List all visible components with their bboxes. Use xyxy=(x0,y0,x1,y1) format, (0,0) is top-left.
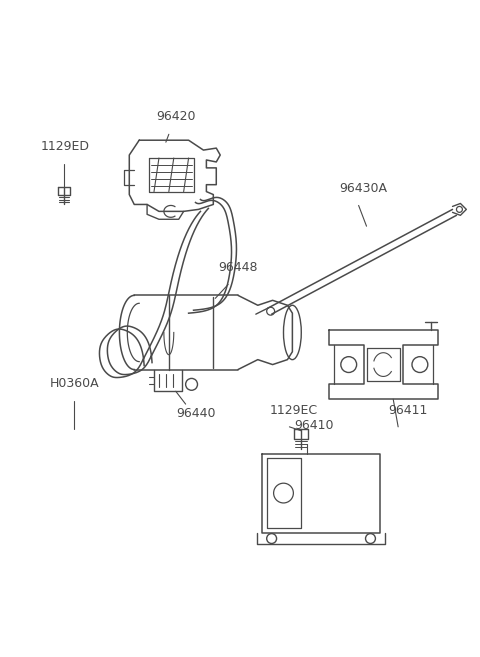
Text: 96420: 96420 xyxy=(156,110,195,124)
Text: 1129EC: 1129EC xyxy=(270,404,318,417)
Text: 96440: 96440 xyxy=(176,407,215,420)
Text: H0360A: H0360A xyxy=(50,377,100,390)
Text: 96448: 96448 xyxy=(218,261,258,274)
Text: 1129ED: 1129ED xyxy=(40,140,89,153)
Text: 96430A: 96430A xyxy=(339,181,387,194)
Text: 96410: 96410 xyxy=(294,419,334,432)
Text: 96411: 96411 xyxy=(388,404,428,417)
